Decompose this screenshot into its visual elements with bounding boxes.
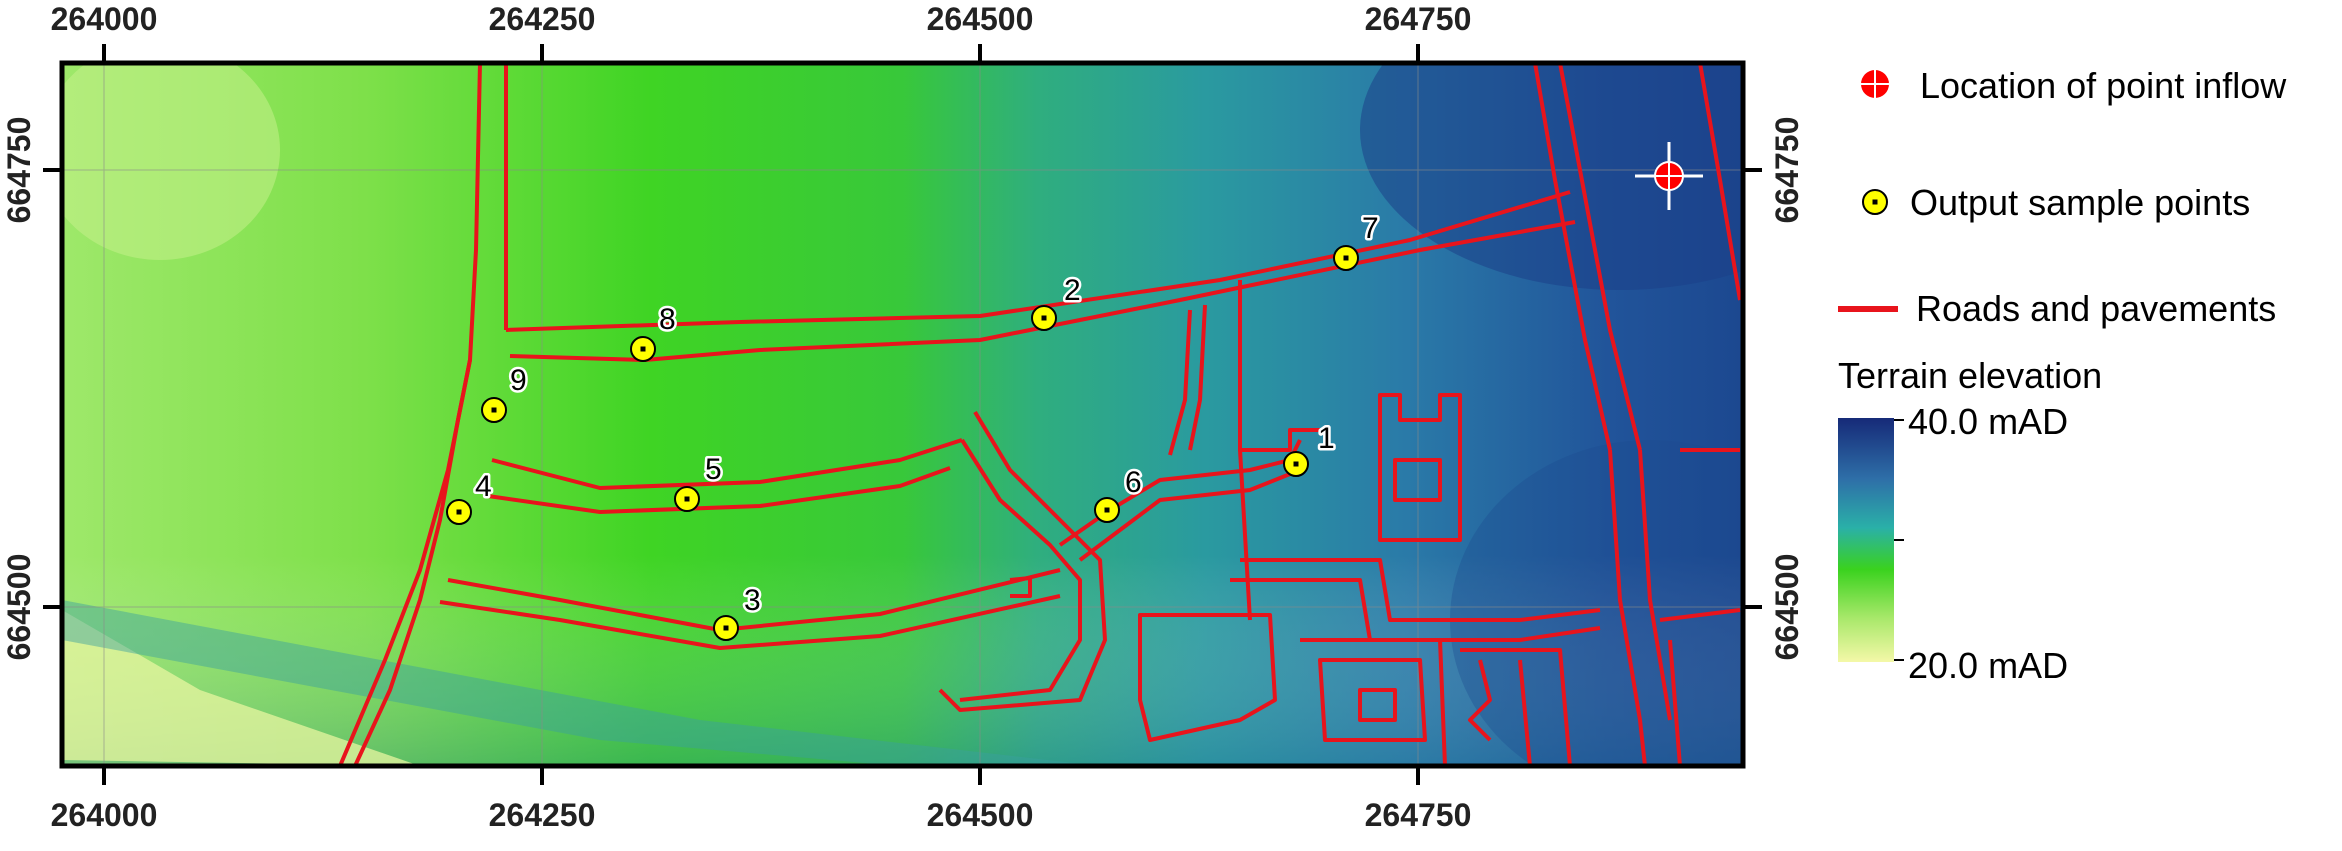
x-tick-top-264750: 264750 [1365, 1, 1472, 37]
legend-sample-label: Output sample points [1910, 182, 2250, 223]
sample-point-3: 3 [713, 582, 763, 641]
sample-point-7: 7 [1333, 210, 1381, 271]
sample-point-1: 1 [1283, 420, 1337, 477]
x-tick-bottom-264500: 264500 [927, 797, 1034, 833]
sample-point-label: 9 [510, 364, 527, 397]
x-tick-bottom-264000: 264000 [51, 797, 158, 833]
y-tick-right-664500: 664500 [1769, 554, 1805, 661]
elevation-max-label: 40.0 mAD [1908, 401, 2068, 442]
elevation-min-label: 20.0 mAD [1908, 645, 2068, 686]
sample-point-8: 8 [630, 301, 678, 362]
sample-points: 1 2 3 4 5 6 7 8 [446, 210, 1381, 641]
sample-point-6: 6 [1094, 464, 1144, 523]
x-tick-bottom-264750: 264750 [1365, 797, 1472, 833]
sample-point-4: 4 [446, 468, 494, 525]
sample-point-9: 9 [481, 362, 529, 423]
sample-point-label: 8 [659, 303, 676, 336]
sample-point-label: 1 [1318, 422, 1335, 455]
x-tick-top-264000: 264000 [51, 1, 158, 37]
legend-roads-label: Roads and pavements [1916, 288, 2276, 329]
legend-inflow-label: Location of point inflow [1920, 65, 2287, 106]
sample-point-2: 2 [1031, 272, 1083, 331]
map-frame [59, 60, 1746, 769]
point-inflow-marker [1635, 142, 1703, 210]
y-tick-left-664750: 664750 [1, 117, 37, 224]
sample-point-label: 6 [1125, 466, 1142, 499]
terrain-raster [62, 63, 1743, 766]
sample-point-label: 4 [475, 470, 492, 503]
y-tick-left-664500: 664500 [1, 554, 37, 661]
legend-inflow-symbol [1861, 70, 1889, 98]
sample-point-label: 7 [1362, 212, 1379, 245]
y-tick-right-664750: 664750 [1769, 117, 1805, 224]
sample-point-label: 3 [744, 584, 761, 617]
tick-marks [43, 44, 1762, 785]
x-tick-bottom-264250: 264250 [489, 797, 596, 833]
legend-sample-symbol [1862, 189, 1888, 215]
legend-elevation-title: Terrain elevation [1838, 355, 2102, 396]
sample-point-label: 5 [705, 453, 722, 486]
legend: Location of point inflow Output sample p… [1838, 65, 2287, 686]
sample-point-5: 5 [674, 451, 724, 512]
x-tick-top-264250: 264250 [489, 1, 596, 37]
x-tick-top-264500: 264500 [927, 1, 1034, 37]
sample-point-label: 2 [1064, 274, 1081, 307]
elevation-color-ramp [1838, 418, 1894, 662]
